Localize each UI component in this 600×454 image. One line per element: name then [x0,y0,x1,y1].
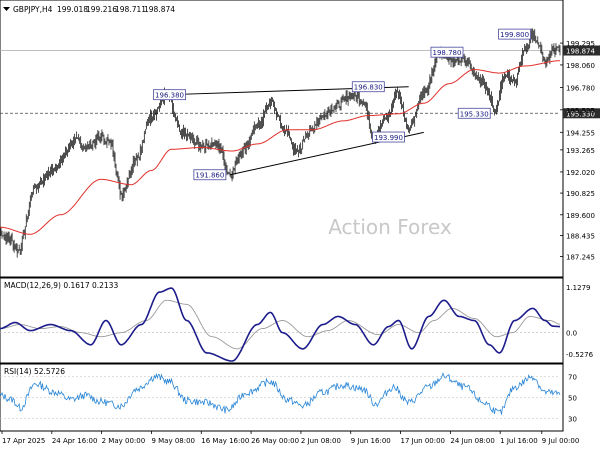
price-tick-label: 196.780 [566,85,595,93]
ohlc-close: 198.874 [144,5,175,14]
price-annotation-label: 199.800 [500,31,529,39]
price-panel-frame [0,0,564,278]
price-annotation-label: 198.780 [433,49,462,57]
time-tick-label: 26 May 00:00 [251,437,299,445]
macd-tick-label: 1.1279 [566,284,591,292]
ema-path [0,60,560,235]
rsi-tick-label: 30 [568,416,577,424]
macd-title: MACD(12,26,9) 0.1617 0.2133 [4,281,118,290]
symbol-title: GBPJPY,H4 [13,5,53,14]
price-annotation-box [430,46,464,58]
price-tick-label: 190.825 [566,190,595,198]
price-annotations: 196.380 196.830 193.990 191.860 198.780 195.3… [153,28,531,181]
price-annotation-box [457,107,491,119]
price-tick-label: 199.295 [566,40,595,48]
price-y-axis: 199.295 198.060 196.780 195.525 194.255 193.2… [560,40,595,261]
time-tick-label: 24 Jun 08:00 [450,437,494,445]
time-tick-label: 24 Apr 16:00 [52,437,98,445]
macd-y-axis: 1.1279 0.0 -0.5276 [566,284,594,359]
time-tick-label: 1 Jul 16:00 [500,437,538,445]
price-tick-label: 195.525 [566,107,595,115]
rsi-line [0,372,561,415]
price-annotation-box [193,169,227,181]
rsi-y-axis: 70 50 30 [568,374,577,424]
macd-signal-path [0,299,561,350]
time-tick-label: 2 May 00:00 [102,437,146,445]
price-annotation-label: 196.380 [155,92,184,100]
ohlc-high: 199.216 [86,5,117,14]
price-annotation-label: 193.990 [374,134,403,142]
price-annotation-label: 196.830 [354,84,383,92]
price-tick-label: 194.255 [566,129,595,137]
time-axis: 17 Apr 2025 24 Apr 16:00 2 May 00:00 9 May … [1,431,580,445]
time-tick-label: 9 Jul 00:00 [542,437,580,445]
price-tick-label: 198.060 [566,62,595,70]
rsi-tick-label: 50 [568,395,577,403]
time-tick-label: 9 May 08:00 [151,437,195,445]
price-annotation-box [153,89,186,101]
chevron-down-icon [3,7,10,11]
time-tick-label: 2 Jun 08:00 [301,437,341,445]
macd-tick-label: -0.5276 [566,351,594,359]
rsi-path [0,372,561,415]
time-tick-label: 16 May 16:00 [201,437,249,445]
time-tick-label: 17 Jun 00:00 [401,437,445,445]
rsi-tick-label: 70 [568,374,577,382]
ohlc-low: 198.711 [115,5,146,14]
price-annotation-label: 195.330 [460,110,489,118]
price-level-label: 198.874 [566,48,595,56]
rsi-title: RSI(14) 52.5726 [4,367,65,376]
price-tick-label: 188.435 [566,232,595,240]
chart-title: GBPJPY,H4 199.018 199.216 198.711 198.87… [3,5,175,14]
price-annotation-box [372,131,405,143]
macd-main-path [0,287,560,362]
ohlc-open: 199.018 [57,5,88,14]
price-level-label: 195.330 [566,110,595,118]
macd-main-line [0,287,560,362]
price-level-tag [563,108,600,119]
time-tick-label: 9 Jun 16:00 [351,437,391,445]
macd-tick-label: 0.0 [566,330,577,338]
watermark: Action Forex [328,215,452,239]
time-tick-label: 17 Apr 2025 [2,437,45,445]
price-annotation-box [351,81,385,93]
macd-signal-line [0,299,561,350]
price-annotation-box [498,28,531,40]
price-tick-label: 187.245 [566,253,595,261]
price-level-tag [563,45,600,56]
price-annotation-label: 191.860 [195,172,224,180]
price-tick-label: 193.265 [566,147,595,155]
moving-average-line [0,60,560,235]
price-tick-label: 192.020 [566,169,595,177]
price-tick-label: 189.600 [566,212,595,220]
